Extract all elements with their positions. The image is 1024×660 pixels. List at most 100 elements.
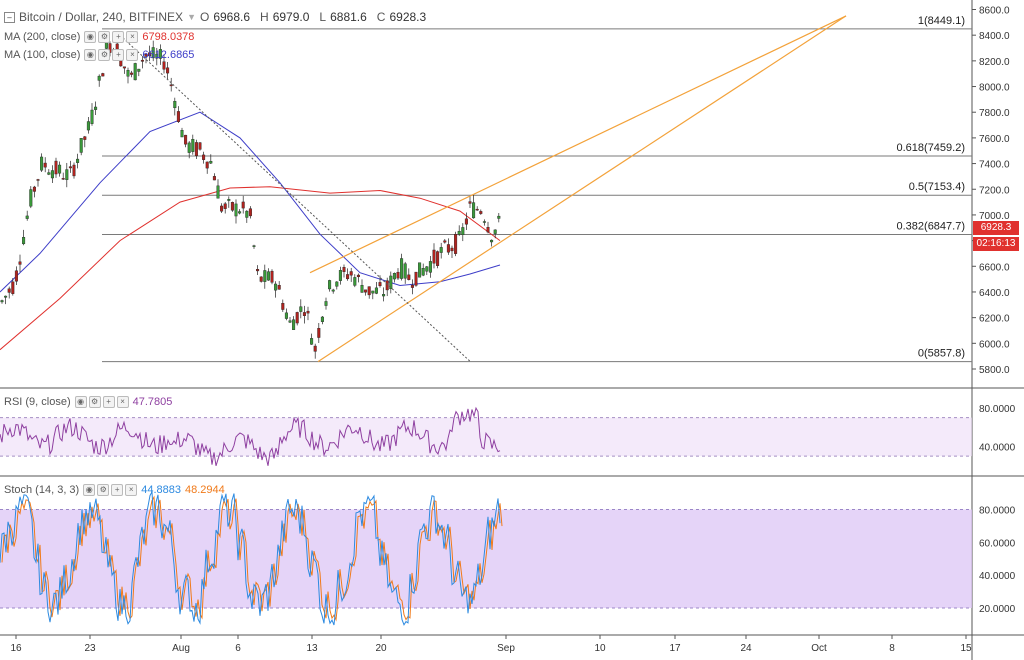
candle-body bbox=[14, 270, 18, 282]
candle-body bbox=[176, 111, 180, 122]
symbol-dropdown-icon[interactable]: ▼ bbox=[187, 12, 196, 22]
high-value: 6979.0 bbox=[272, 10, 310, 24]
remove-icon[interactable]: × bbox=[125, 484, 138, 496]
candle-body bbox=[288, 320, 292, 323]
candle-body bbox=[324, 301, 328, 306]
candle-body bbox=[468, 201, 472, 204]
candle-body bbox=[493, 229, 497, 234]
ma200-label[interactable]: MA (200, close) bbox=[4, 31, 81, 43]
stoch-d-value: 48.2944 bbox=[184, 484, 225, 496]
low-label: L bbox=[319, 10, 327, 24]
candle-body bbox=[194, 142, 198, 156]
trendline-lower[interactable] bbox=[317, 15, 847, 363]
candle-body bbox=[450, 247, 454, 252]
candle-body bbox=[292, 319, 296, 330]
stoch-k-value: 44.8883 bbox=[141, 484, 181, 496]
candle-body bbox=[58, 164, 62, 174]
candle-body bbox=[25, 215, 29, 219]
candle-body bbox=[158, 49, 162, 59]
candle-body bbox=[486, 227, 490, 233]
candle-body bbox=[461, 227, 465, 235]
ma100-controls: ◉ ⚙ + × bbox=[84, 49, 139, 61]
time-tick-label: 20 bbox=[375, 643, 387, 654]
candle-body bbox=[187, 142, 191, 153]
add-icon[interactable]: + bbox=[112, 31, 125, 43]
remove-icon[interactable]: × bbox=[126, 31, 139, 43]
candle-body bbox=[223, 203, 227, 209]
candle-body bbox=[7, 288, 11, 293]
fib-level-label: 0.382(6847.7) bbox=[897, 220, 966, 232]
candle-body bbox=[356, 274, 360, 278]
ma100-line bbox=[0, 111, 501, 293]
time-tick-label: Oct bbox=[811, 643, 827, 654]
candle-body bbox=[220, 205, 224, 212]
candle-body bbox=[263, 270, 267, 282]
last-price-tag: 6928.3 bbox=[973, 221, 1019, 235]
trendline-dotted[interactable] bbox=[119, 34, 471, 362]
add-icon[interactable]: + bbox=[111, 484, 124, 496]
candle-body bbox=[482, 221, 486, 223]
candle-body bbox=[266, 271, 270, 281]
candle-body bbox=[490, 239, 494, 243]
candle-body bbox=[36, 179, 40, 181]
collapse-icon[interactable]: – bbox=[4, 11, 15, 23]
candle-body bbox=[378, 282, 382, 287]
candle-body bbox=[371, 290, 375, 294]
add-icon[interactable]: + bbox=[112, 49, 125, 61]
low-value: 6881.6 bbox=[330, 10, 367, 24]
ma100-label[interactable]: MA (100, close) bbox=[4, 49, 81, 61]
candle-body bbox=[400, 258, 404, 279]
candle-body bbox=[155, 53, 159, 59]
candle-body bbox=[234, 203, 238, 217]
symbol-title[interactable]: Bitcoin / Dollar, 240, BITFINEX bbox=[19, 10, 184, 24]
trendline-upper[interactable] bbox=[309, 15, 847, 274]
candle-body bbox=[446, 244, 450, 253]
candle-body bbox=[295, 312, 299, 324]
candle-body bbox=[216, 185, 220, 199]
candle-body bbox=[346, 274, 350, 280]
stoch-d-line bbox=[1, 495, 503, 622]
rsi-controls: ◉ ⚙ + × bbox=[74, 396, 129, 408]
time-tick-label: 24 bbox=[740, 643, 752, 654]
settings-icon[interactable]: ⚙ bbox=[98, 31, 111, 43]
open-label: O bbox=[199, 10, 210, 24]
remove-icon[interactable]: × bbox=[126, 49, 139, 61]
rsi-label[interactable]: RSI (9, close) bbox=[4, 396, 71, 408]
candle-body bbox=[191, 139, 195, 152]
candle-body bbox=[432, 249, 436, 264]
settings-icon[interactable]: ⚙ bbox=[97, 484, 110, 496]
candle-body bbox=[86, 121, 90, 131]
price-tick-label: 7400.0 bbox=[979, 160, 1010, 171]
ma200-line bbox=[0, 186, 501, 351]
price-tick-label: 7800.0 bbox=[979, 108, 1010, 119]
price-tick-label: 6200.0 bbox=[979, 314, 1010, 325]
eye-icon[interactable]: ◉ bbox=[74, 396, 87, 408]
price-tick-label: 7200.0 bbox=[979, 185, 1010, 196]
candle-body bbox=[392, 272, 396, 280]
candle-body bbox=[227, 199, 231, 201]
remove-icon[interactable]: × bbox=[116, 396, 129, 408]
candle-body bbox=[479, 211, 483, 214]
stoch-controls: ◉ ⚙ + × bbox=[83, 484, 138, 496]
eye-icon[interactable]: ◉ bbox=[84, 31, 97, 43]
candle-body bbox=[230, 202, 234, 211]
candle-body bbox=[428, 261, 432, 273]
candle-body bbox=[205, 161, 209, 169]
time-tick-label: 8 bbox=[889, 643, 895, 654]
candle-body bbox=[284, 312, 288, 319]
settings-icon[interactable]: ⚙ bbox=[88, 396, 101, 408]
candle-body bbox=[414, 271, 418, 286]
stoch-label[interactable]: Stoch (14, 3, 3) bbox=[4, 484, 80, 496]
candle-body bbox=[374, 287, 378, 294]
close-value: 6928.3 bbox=[389, 10, 427, 24]
candle-body bbox=[256, 269, 260, 272]
add-icon[interactable]: + bbox=[102, 396, 115, 408]
candle-body bbox=[367, 286, 371, 296]
settings-icon[interactable]: ⚙ bbox=[98, 49, 111, 61]
candle-body bbox=[54, 160, 58, 175]
eye-icon[interactable]: ◉ bbox=[83, 484, 96, 496]
candle-body bbox=[443, 240, 447, 243]
eye-icon[interactable]: ◉ bbox=[84, 49, 97, 61]
candle-body bbox=[202, 154, 206, 160]
